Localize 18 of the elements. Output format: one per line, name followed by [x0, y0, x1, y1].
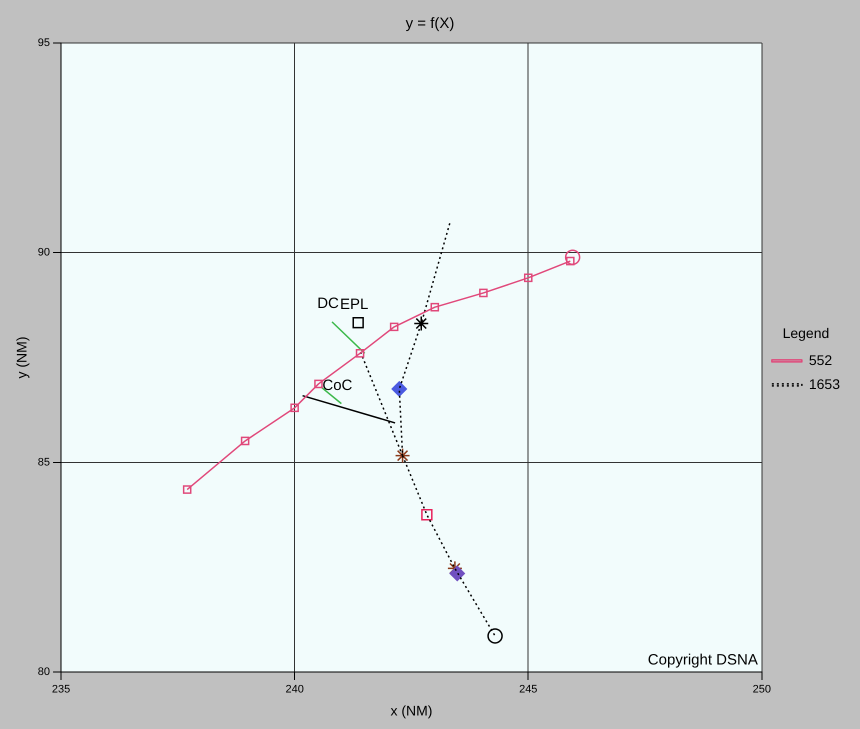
y-axis-title: y (NM) [13, 336, 30, 378]
annotation: DC [317, 294, 340, 312]
legend-title: Legend [782, 324, 830, 341]
legend-label: 552 [808, 352, 832, 368]
y-tick-label: 80 [38, 666, 50, 678]
y-tick-label: 95 [38, 37, 50, 50]
x-tick-label: 240 [285, 684, 304, 696]
y-tick-label: 90 [38, 246, 50, 259]
x-tick-label: 235 [52, 684, 70, 696]
x-tick-label: 250 [752, 684, 772, 696]
annotation: Copyright DSNA [648, 652, 758, 669]
chart-title: y = f(X) [406, 15, 454, 32]
x-axis-title: x (NM) [390, 702, 432, 718]
legend-label: 1653 [808, 376, 840, 392]
x-tick-label: 245 [519, 684, 538, 696]
y-tick-label: 85 [38, 456, 50, 468]
annotation: EPL [340, 296, 368, 313]
annotation: CoC [322, 376, 353, 394]
